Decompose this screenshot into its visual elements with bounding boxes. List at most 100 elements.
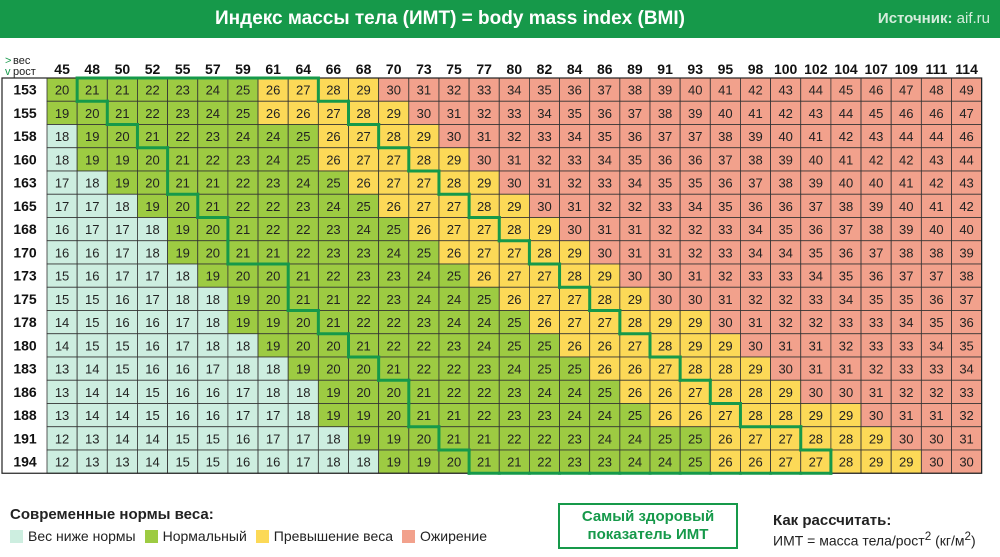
healthy-box-line1: Самый здоровый [581,508,715,525]
bmi-value: 41 [809,129,823,144]
bmi-value: 42 [899,152,913,167]
bmi-value: 21 [296,292,310,307]
bmi-value: 36 [688,152,702,167]
bmi-value: 26 [447,245,461,260]
bmi-value: 19 [326,385,340,400]
bmi-value: 27 [447,199,461,214]
bmi-value: 15 [206,455,220,470]
bmi-value: 27 [809,455,823,470]
bmi-value: 17 [85,199,99,214]
bmi-value: 22 [537,455,551,470]
bmi-value: 27 [507,269,521,284]
bmi-value: 41 [899,176,913,191]
bmi-value: 19 [266,315,280,330]
bmi-value: 27 [537,292,551,307]
bmi-value: 19 [356,431,370,446]
bmi-value: 17 [145,269,159,284]
bmi-value: 18 [85,176,99,191]
bmi-value: 37 [899,269,913,284]
bmi-value: 19 [206,269,220,284]
bmi-value: 20 [326,338,340,353]
bmi-value: 23 [507,385,521,400]
bmi-value: 49 [959,83,973,98]
bmi-value: 30 [959,455,973,470]
bmi-value: 14 [145,431,159,446]
bmi-value: 33 [477,83,491,98]
bmi-value: 26 [628,362,642,377]
bmi-value: 24 [356,222,370,237]
corner-arrow-weight: > [5,55,11,67]
bmi-value: 17 [55,199,69,214]
bmi-value: 21 [206,199,220,214]
bmi-value: 31 [809,362,823,377]
weight-header-104: 104 [834,61,858,77]
bmi-value: 37 [688,129,702,144]
bmi-value: 25 [658,431,672,446]
bmi-value: 21 [326,292,340,307]
bmi-value: 23 [567,431,581,446]
bmi-value: 20 [85,106,99,121]
legend-swatch-obesity [402,529,416,543]
bmi-value: 13 [85,455,99,470]
bmi-value: 23 [598,455,612,470]
bmi-value: 29 [869,431,883,446]
bmi-value: 12 [55,455,69,470]
bmi-value: 33 [869,315,883,330]
bmi-value: 38 [959,269,973,284]
bmi-value: 27 [598,315,612,330]
bmi-value: 30 [929,431,943,446]
bmi-value: 16 [175,408,189,423]
bmi-value: 20 [356,362,370,377]
bmi-value: 27 [477,245,491,260]
bmi-value: 21 [477,455,491,470]
bmi-value: 33 [718,245,732,260]
bmi-value: 35 [537,83,551,98]
bmi-value: 24 [537,385,551,400]
weight-header-102: 102 [804,61,828,77]
bmi-value: 15 [55,292,69,307]
bmi-value: 18 [206,292,220,307]
bmi-value: 33 [718,222,732,237]
bmi-value: 13 [55,362,69,377]
bmi-value: 41 [839,152,853,167]
bmi-value: 46 [929,106,943,121]
bmi-value: 20 [175,199,189,214]
bmi-value: 15 [85,315,99,330]
bmi-value: 34 [809,269,823,284]
bmi-value: 18 [296,385,310,400]
bmi-value: 32 [477,106,491,121]
legend: Вес ниже нормы Нормальный Превышение вес… [10,528,496,544]
weight-header-45: 45 [54,61,70,77]
bmi-value: 45 [869,106,883,121]
bmi-value: 30 [477,152,491,167]
bmi-value: 18 [145,245,159,260]
bmi-value: 28 [718,362,732,377]
bmi-value: 19 [85,129,99,144]
bmi-value: 25 [598,385,612,400]
bmi-value: 22 [386,315,400,330]
bmi-value: 28 [417,152,431,167]
bmi-value: 32 [778,315,792,330]
bmi-value: 18 [266,385,280,400]
bmi-value: 28 [507,222,521,237]
bmi-value: 25 [326,176,340,191]
bmi-value: 30 [899,431,913,446]
bmi-value: 25 [507,315,521,330]
bmi-value: 42 [959,199,973,214]
bmi-value: 27 [447,222,461,237]
bmi-value: 26 [356,176,370,191]
height-header-170: 170 [13,244,37,260]
height-header-153: 153 [13,82,37,98]
bmi-value: 19 [55,106,69,121]
weight-header-107: 107 [864,61,888,77]
bmi-value: 17 [236,385,250,400]
formula-prefix: ИМТ = масса тела/рост [773,532,925,549]
bmi-value: 22 [175,129,189,144]
bmi-value: 28 [718,385,732,400]
bmi-value: 29 [567,245,581,260]
bmi-value: 39 [869,199,883,214]
bmi-value: 34 [537,106,551,121]
bmi-value: 32 [658,222,672,237]
bmi-value: 27 [477,222,491,237]
legend-label-underweight: Вес ниже нормы [28,528,136,544]
